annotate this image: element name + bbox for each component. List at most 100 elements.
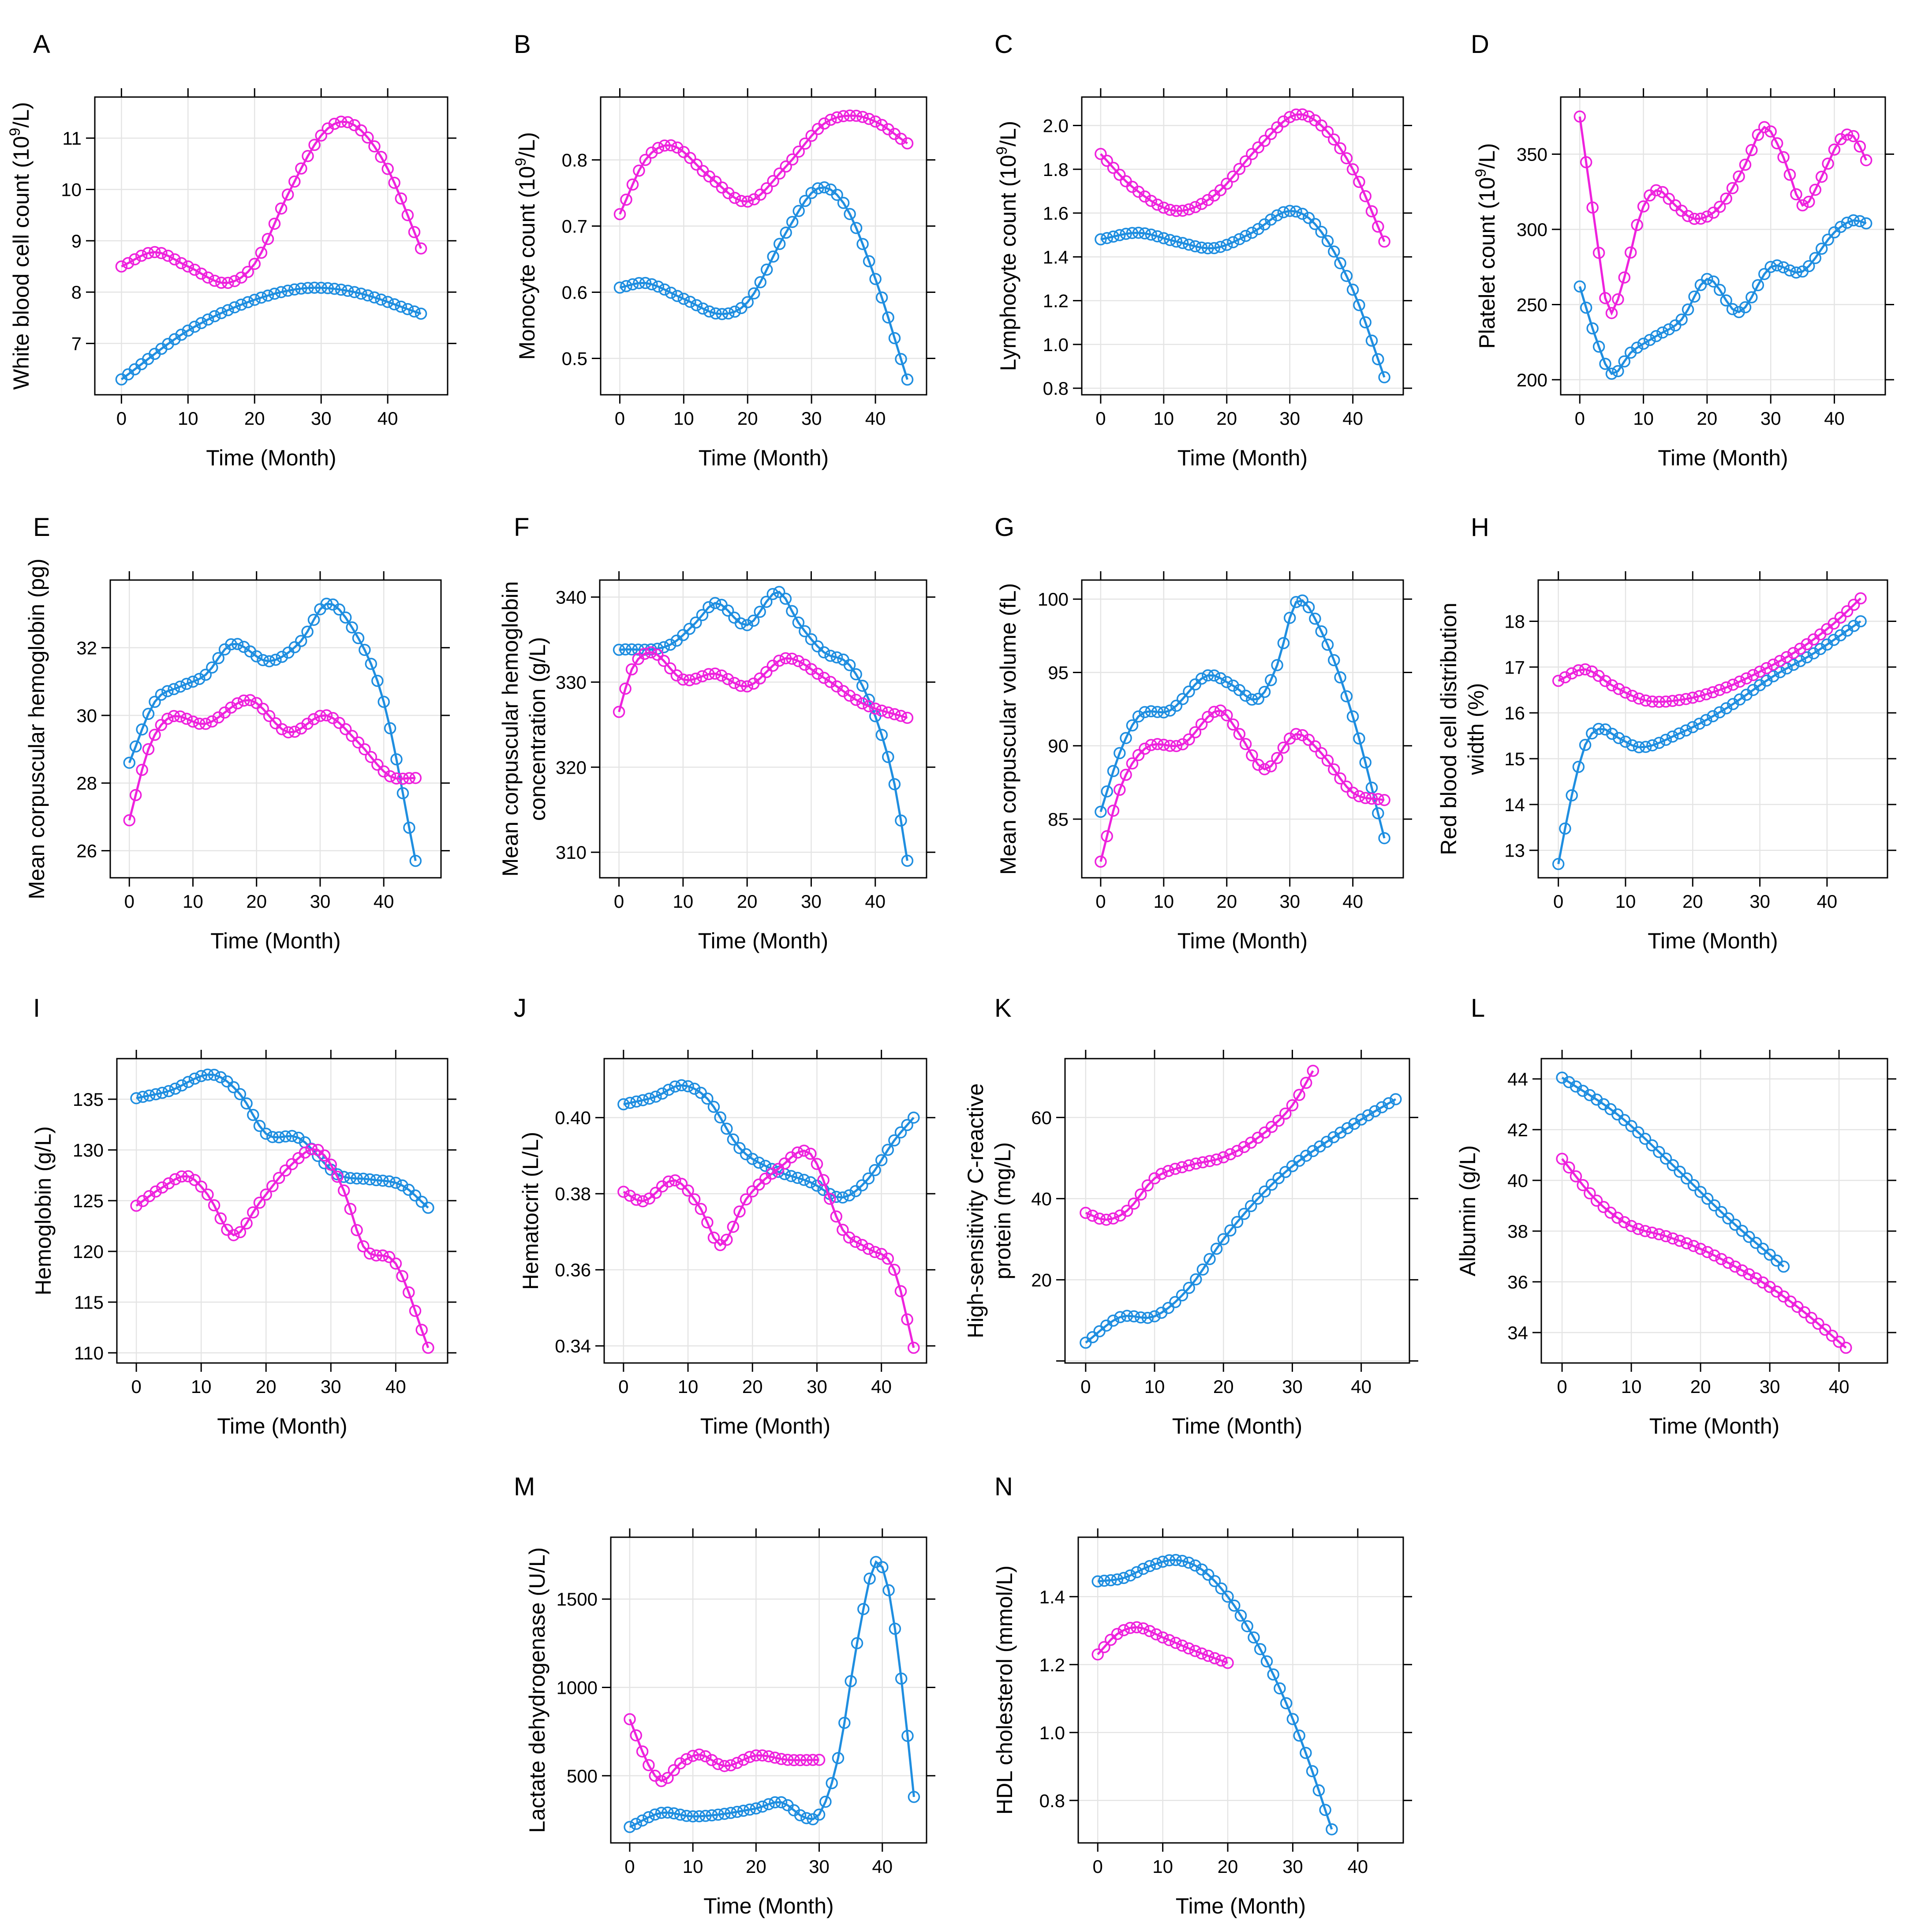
data-point (255, 247, 268, 259)
data-point (794, 1809, 807, 1822)
data-point (1573, 110, 1586, 123)
data-point (750, 1749, 762, 1762)
data-point (1120, 768, 1132, 781)
data-point (1667, 1232, 1679, 1245)
data-point (830, 1210, 843, 1223)
data-point (1714, 201, 1726, 213)
data-point (1182, 1556, 1195, 1569)
data-point (1841, 605, 1854, 618)
data-point (625, 643, 638, 656)
panel-k: K 0 10 20 30 40 20 40 60 Time (Month) High-sensiti… (963, 994, 1418, 1438)
data-point (1694, 212, 1707, 225)
data-point (895, 814, 907, 827)
data-point (1675, 313, 1688, 326)
data-point (275, 202, 288, 215)
x-tick-label: 10 (673, 408, 694, 429)
data-point (415, 1195, 428, 1208)
data-point (208, 1199, 220, 1212)
data-point (415, 1324, 428, 1336)
x-tick-label: 30 (1760, 1376, 1780, 1397)
data-point (830, 1191, 843, 1203)
data-point (767, 250, 779, 263)
data-point (142, 743, 155, 756)
data-point (1378, 794, 1390, 806)
data-point (1214, 184, 1227, 196)
plot-frame (94, 96, 448, 396)
data-point (1346, 786, 1359, 799)
y-tick-label: 120 (73, 1241, 104, 1262)
data-point (401, 303, 414, 315)
data-point (619, 682, 632, 695)
y-tick-label: 0.8 (1039, 1790, 1065, 1811)
data-point (1271, 659, 1283, 671)
data-point (1633, 692, 1645, 705)
data-point (1302, 601, 1315, 614)
data-point (195, 1180, 207, 1193)
data-point (762, 1798, 775, 1810)
data-point (696, 609, 709, 622)
data-point (744, 1803, 756, 1816)
data-point (377, 1174, 389, 1187)
data-point (626, 278, 639, 291)
data-point (1722, 1257, 1734, 1269)
x-tick-label: 0 (1095, 891, 1106, 912)
data-point (187, 675, 199, 688)
y-tick-label: 1.4 (1039, 1587, 1065, 1607)
data-point (1713, 706, 1726, 719)
data-point (658, 655, 670, 667)
data-point (1632, 1126, 1644, 1138)
data-point (850, 693, 862, 706)
data-point (238, 694, 250, 707)
data-point (1727, 678, 1739, 691)
data-point (1296, 594, 1309, 607)
x-tick-label: 40 (377, 408, 398, 429)
x-tick-label: 40 (872, 1856, 893, 1877)
x-tick-label: 10 (1153, 408, 1174, 429)
data-point (1701, 1192, 1714, 1205)
data-point (1283, 111, 1296, 124)
data-point (901, 1119, 913, 1131)
data-point (715, 669, 728, 682)
data-point (339, 611, 352, 624)
data-point (1626, 739, 1638, 752)
data-point (707, 1101, 720, 1113)
data-point (408, 226, 421, 238)
x-tick-label: 20 (742, 1376, 763, 1397)
data-point (613, 644, 625, 656)
data-point (1653, 737, 1665, 749)
y-tick-label: 0.40 (555, 1108, 591, 1128)
data-point (202, 271, 214, 284)
data-point (856, 679, 869, 692)
data-point (143, 1089, 156, 1102)
data-point (799, 195, 811, 207)
data-point (636, 1195, 649, 1208)
series-magenta (1095, 108, 1390, 248)
data-point (837, 110, 850, 122)
data-point (1715, 1206, 1727, 1218)
data-point (1833, 1336, 1845, 1348)
data-point (1214, 672, 1227, 685)
data-point (818, 181, 830, 194)
data-point (253, 1196, 266, 1209)
y-axis-label: Hematocrit (L/L) (518, 1132, 543, 1290)
data-point (422, 1202, 434, 1214)
data-point (1752, 279, 1764, 292)
data-point (645, 646, 657, 659)
data-point (875, 729, 888, 741)
data-point (162, 1177, 175, 1190)
data-point (620, 193, 632, 206)
data-point (1107, 1314, 1120, 1327)
data-point (1148, 1310, 1161, 1322)
data-point (811, 667, 824, 680)
data-point (305, 1143, 318, 1156)
data-point (1156, 1555, 1169, 1568)
data-point (1626, 689, 1638, 702)
data-point (288, 641, 301, 654)
data-point (1637, 200, 1650, 213)
data-point (1694, 279, 1707, 291)
data-point (195, 317, 208, 329)
data-point (1646, 1139, 1658, 1152)
data-point (1605, 307, 1618, 319)
x-axis-label: Time (Month) (1172, 1414, 1302, 1438)
data-point (1196, 1647, 1208, 1660)
